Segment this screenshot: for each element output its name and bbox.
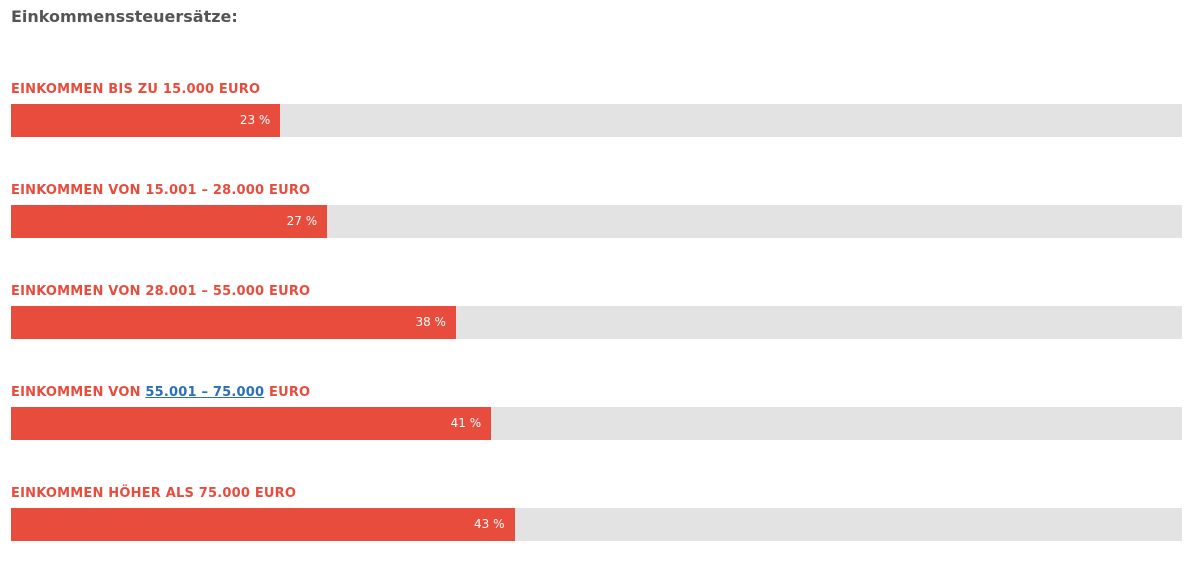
bar-track: 23 %	[11, 104, 1182, 137]
chart-title: Einkommenssteuersätze:	[11, 7, 238, 26]
label-part: EINKOMMEN VON	[11, 385, 146, 400]
bar: 41 %	[11, 407, 492, 440]
bar-track: 38 %	[11, 306, 1182, 339]
bar: 23 %	[11, 104, 281, 137]
bar-track: 41 %	[11, 407, 1182, 440]
value-label: 38 %	[415, 315, 446, 329]
bar-track: 43 %	[11, 508, 1182, 541]
bar-label: EINKOMMEN VON 28.001 – 55.000 EURO	[11, 284, 311, 299]
value-label: 27 %	[286, 214, 318, 228]
label-part: EURO	[264, 385, 311, 400]
bar-label: EINKOMMEN HÖHER ALS 75.000 EURO	[11, 486, 297, 501]
value-label: 41 %	[450, 416, 482, 430]
value-label: 23 %	[239, 113, 271, 127]
link[interactable]: 55.001 – 75.000	[145, 385, 265, 400]
bar: 43 %	[11, 508, 515, 541]
bar: 27 %	[11, 205, 328, 238]
bar-label: EINKOMMEN VON 55.001 – 75.000 EURO	[11, 385, 310, 400]
bar-track: 27 %	[11, 205, 1182, 238]
bar-label: EINKOMMEN VON 15.001 – 28.000 EURO	[11, 183, 311, 198]
bar: 38 %	[11, 306, 456, 339]
value-label: 43 %	[474, 517, 505, 531]
bar-label: EINKOMMEN BIS ZU 15.000 EURO	[11, 82, 261, 97]
